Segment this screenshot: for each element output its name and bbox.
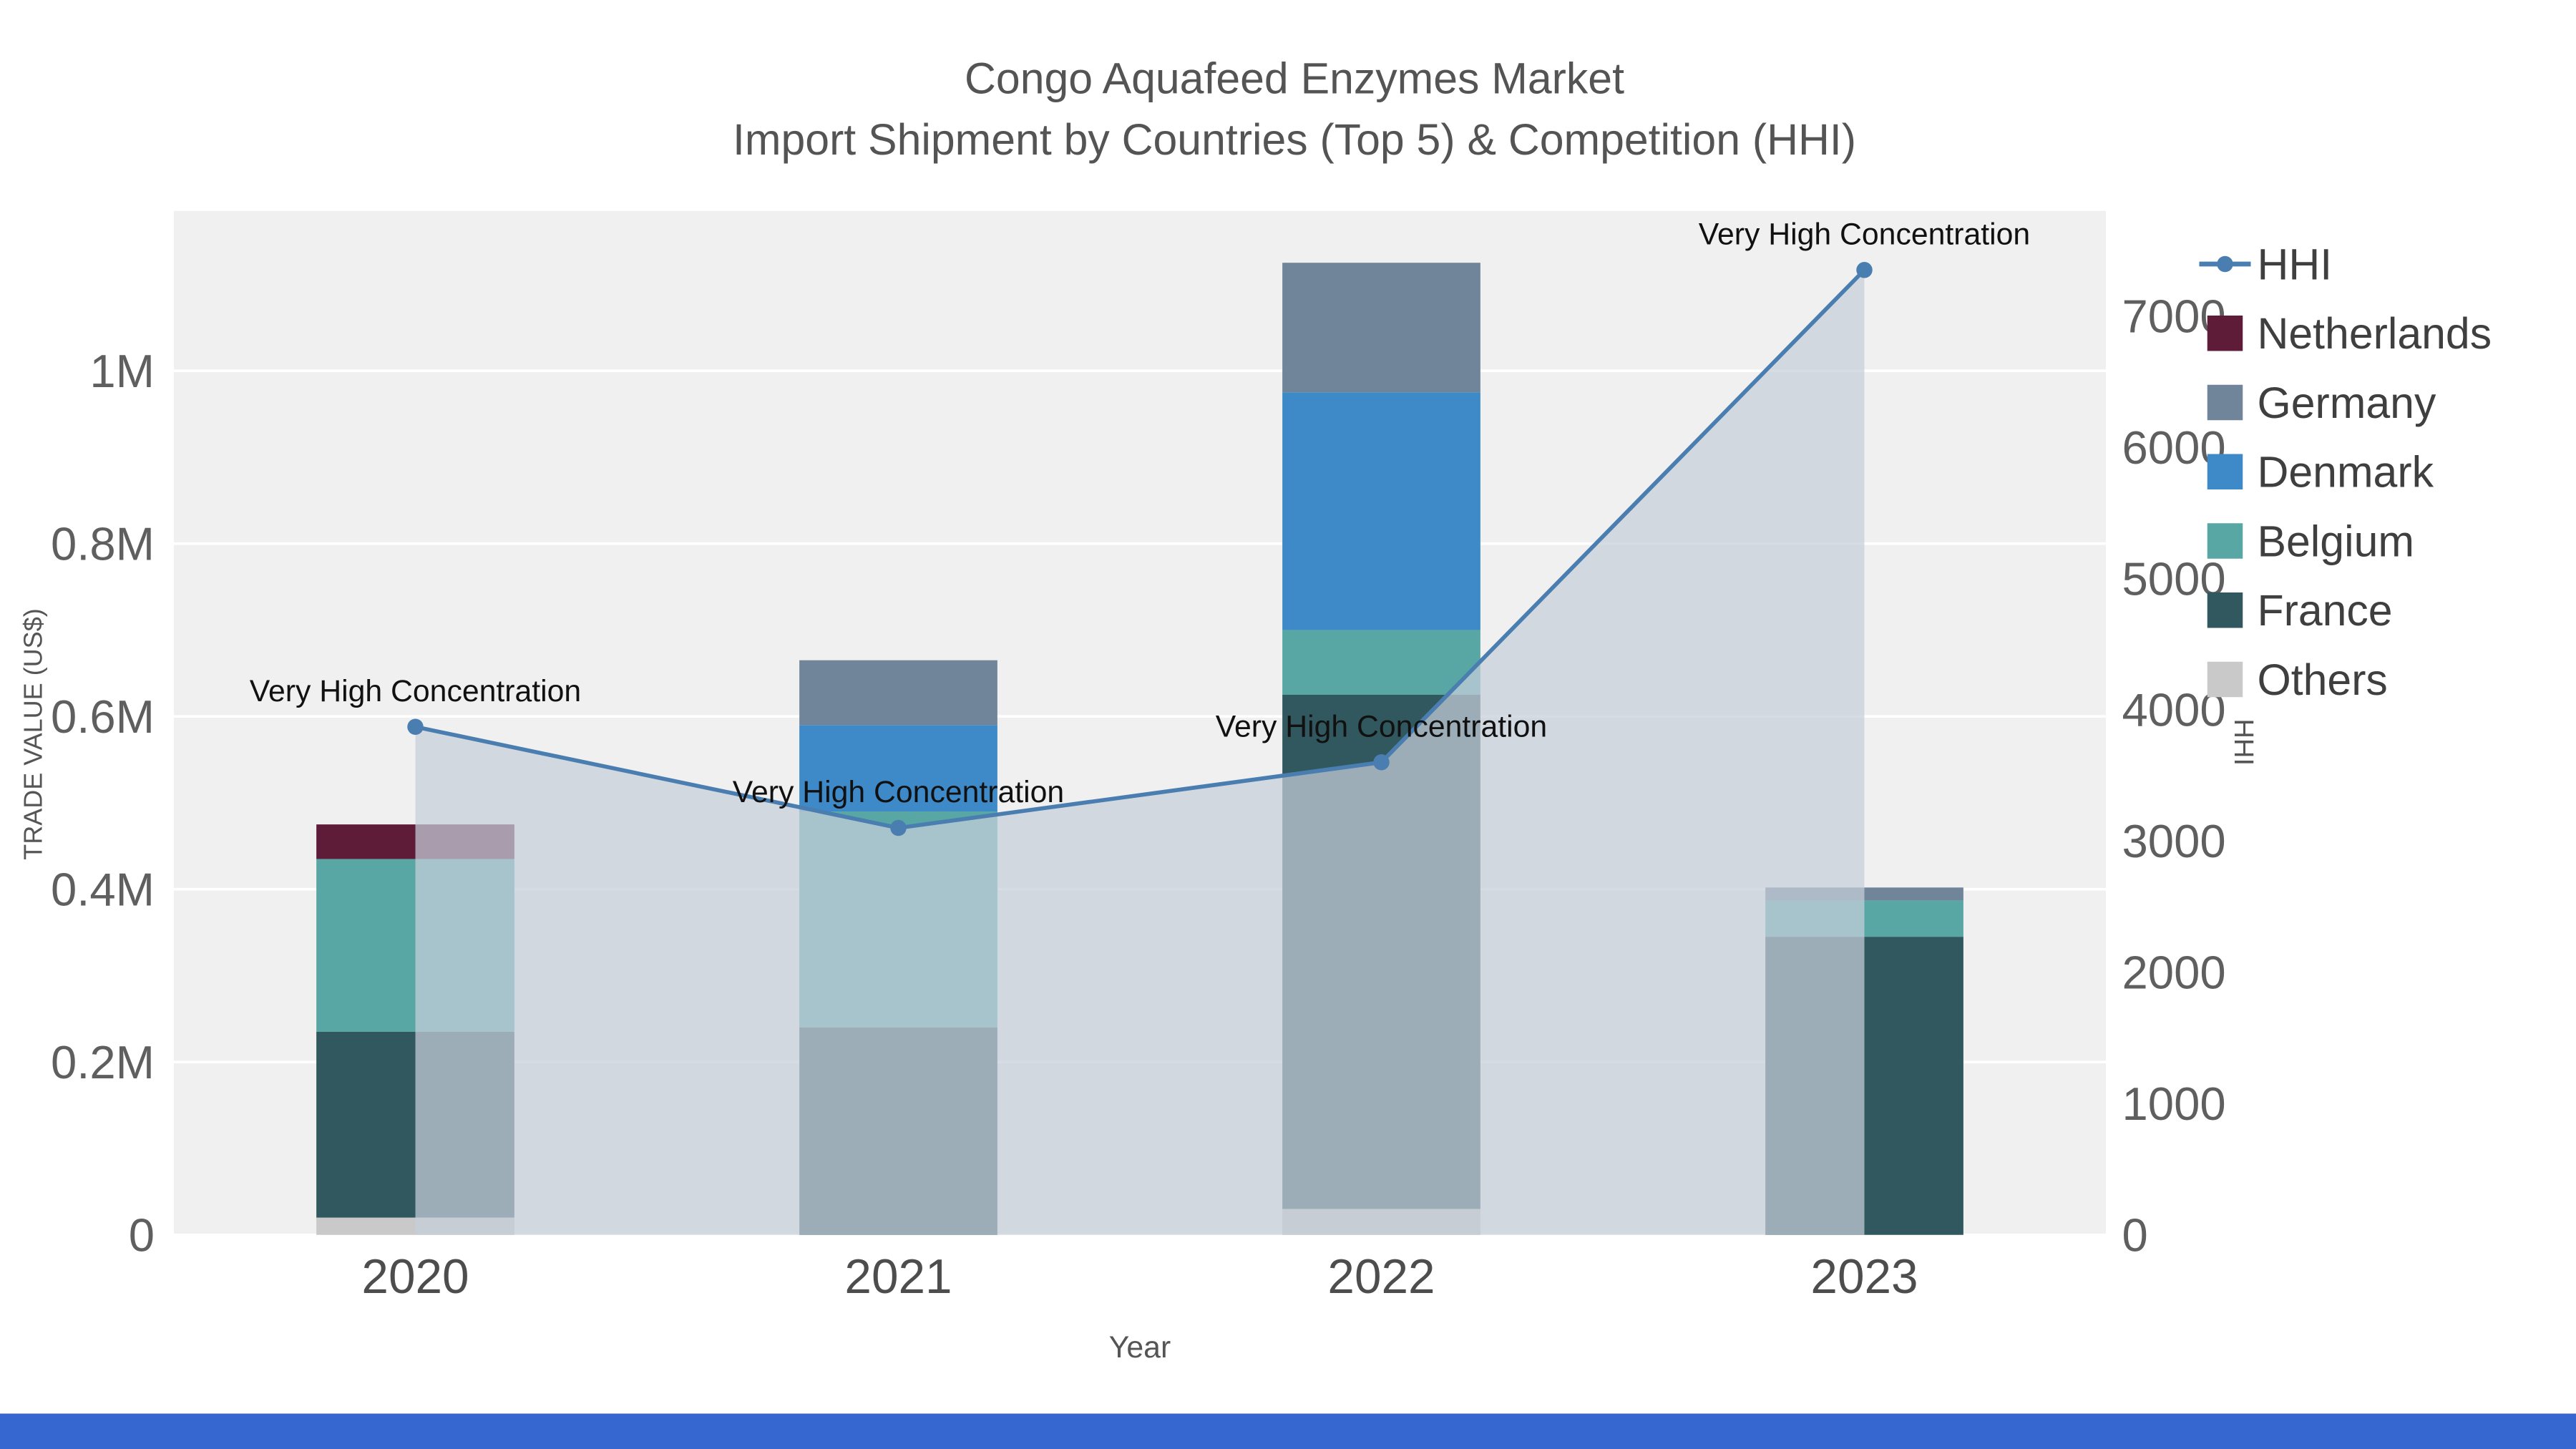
bar-germany-2021 xyxy=(799,660,997,726)
x-tick-label-2023: 2023 xyxy=(1810,1250,1918,1304)
hhi-annotation-2023: Very High Concentration xyxy=(1699,217,2030,251)
x-tick-label-2022: 2022 xyxy=(1327,1250,1435,1304)
legend-item-denmark[interactable]: Denmark xyxy=(2207,448,2434,497)
hhi-marker-2022 xyxy=(1373,754,1390,771)
legend-color-swatch xyxy=(2207,454,2243,489)
right-tick-label: 1000 xyxy=(2122,1078,2226,1130)
left-tick-label: 0 xyxy=(129,1209,155,1262)
legend-item-france[interactable]: France xyxy=(2207,586,2393,635)
hhi-area xyxy=(415,270,1865,1235)
xaxis-title: Year xyxy=(1109,1330,1171,1365)
legend-color-swatch xyxy=(2207,592,2243,628)
legend-color-swatch xyxy=(2207,523,2243,559)
x-tick-label-2020: 2020 xyxy=(361,1250,469,1304)
left-tick-label: 0.8M xyxy=(51,518,155,570)
right-tick-label: 3000 xyxy=(2122,815,2226,867)
chart-title-line2: Import Shipment by Countries (Top 5) & C… xyxy=(733,115,1856,164)
legend-label: Denmark xyxy=(2258,448,2434,497)
legend-color-swatch xyxy=(2207,661,2243,698)
hhi-marker-2020 xyxy=(407,718,424,736)
hhi-annotation-2020: Very High Concentration xyxy=(250,674,581,708)
hhi-marker-2023 xyxy=(1856,262,1873,278)
left-tick-label: 0.2M xyxy=(51,1036,155,1088)
legend-color-swatch xyxy=(2207,316,2243,351)
legend-label: France xyxy=(2258,586,2393,635)
chart-title-line1: Congo Aquafeed Enzymes Market xyxy=(965,54,1624,103)
bar-denmark-2021 xyxy=(799,725,997,812)
legend-item-others[interactable]: Others xyxy=(2207,655,2388,704)
right-tick-label: 0 xyxy=(2122,1209,2148,1262)
legend-item-netherlands[interactable]: Netherlands xyxy=(2207,309,2492,358)
left-tick-label: 0.4M xyxy=(51,864,155,916)
legend-label: Germany xyxy=(2258,379,2436,427)
hhi-annotation-2021: Very High Concentration xyxy=(733,775,1064,809)
yaxis-right-title: HHI xyxy=(2228,718,2259,766)
left-tick-label: 1M xyxy=(89,345,155,397)
hhi-marker-2021 xyxy=(890,819,907,836)
legend-item-belgium[interactable]: Belgium xyxy=(2207,517,2414,565)
legend-label: Netherlands xyxy=(2258,309,2492,358)
bar-denmark-2022 xyxy=(1282,392,1480,630)
hhi-line xyxy=(414,268,1866,830)
left-tick-label: 0.6M xyxy=(51,691,155,743)
legend-item-germany[interactable]: Germany xyxy=(2207,379,2436,427)
legend-marker-swatch xyxy=(2217,255,2233,273)
yaxis-left-title: TRADE VALUE (US$) xyxy=(19,608,48,859)
bar-belgium-2022 xyxy=(1282,630,1480,696)
hhi-annotation-2022: Very High Concentration xyxy=(1216,709,1547,743)
legend-color-swatch xyxy=(2207,384,2243,421)
x-tick-label-2021: 2021 xyxy=(844,1250,952,1304)
legend-item-hhi[interactable]: HHI xyxy=(2199,240,2333,288)
legend-label: Others xyxy=(2258,655,2388,704)
right-tick-label: 2000 xyxy=(2122,947,2226,999)
legend-label: Belgium xyxy=(2258,517,2414,565)
bottom-bar xyxy=(0,1413,2576,1449)
legend-label: HHI xyxy=(2258,240,2333,288)
bar-germany-2022 xyxy=(1282,263,1480,393)
